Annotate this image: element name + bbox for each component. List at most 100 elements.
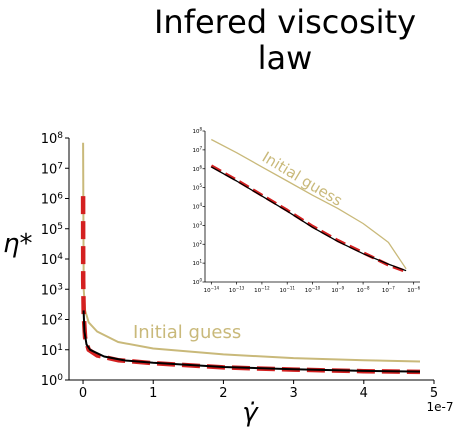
inset-x-tick-label-8: 10−6 [407,286,420,295]
inset-y-tick-label-6: 106 [192,164,202,173]
inset-y-tick-label-2: 102 [192,240,202,249]
main-y-tick-label-6-exponent: 6 [57,192,63,202]
inset-y-tick-label-6-exponent: 6 [199,164,202,169]
main-y-tick-label-4-exponent: 4 [57,252,63,262]
main-series [80,142,421,375]
inset-y-tick-label-1: 101 [192,259,202,268]
inset-x-tick-label-8-exponent: −6 [414,286,420,291]
main-x-tick-label-2: 2 [219,386,227,401]
main-y-tick-label-7-exponent: 7 [57,161,63,171]
main-y-tick-label-0-exponent: 0 [57,373,63,383]
main-y-tick-label-5-exponent: 5 [57,222,63,232]
main-x-tick-label-4: 4 [360,386,368,401]
inset-y-tick-label-3-exponent: 3 [199,221,202,226]
main-x-tick-label-1: 1 [149,386,157,401]
main-y-tick-label-5: 105 [41,222,63,238]
inset-y-tick-label-8-base: 10 [192,129,199,135]
inset-y-tick-label-2-exponent: 2 [199,240,202,245]
inset-y-tick-label-1-base: 10 [192,261,199,267]
main-y-tick-label-3: 103 [41,282,63,298]
inset-y-tick-label-0-exponent: 0 [199,278,202,283]
inset-y-tick-label-3: 103 [192,221,202,230]
inset-y-tick-label-2-base: 10 [192,242,199,248]
inset-x-tick-label-1: 10−13 [229,286,245,295]
inset-x-tick-label-7: 10−7 [382,286,395,295]
inset-y-tick-label-5: 105 [192,183,202,192]
inset-x-tick-label-7-exponent: −7 [389,286,395,291]
main-y-tick-label-5-base: 10 [41,223,58,238]
inset-x-tick-label-3: 10−11 [279,286,295,295]
inset-x-tick-label-4-exponent: −10 [312,286,321,291]
inset-y-tick-label-8-exponent: 8 [199,127,202,132]
inset-y-tick-label-5-exponent: 5 [199,183,202,188]
main-y-tick-label-2-base: 10 [41,314,58,329]
main-y-tick-label-2-exponent: 2 [57,313,63,323]
main-y-tick-label-8-exponent: 8 [57,131,63,141]
main-y-tick-label-1: 101 [41,343,63,359]
main-y-tick-label-7-base: 10 [41,162,58,177]
main-x-tick-label-5: 5 [430,386,438,401]
main-y-tick-label-6: 106 [41,192,64,208]
inset-x-tick-label-4: 10−10 [305,286,321,295]
main-y-tick-label-3-base: 10 [41,283,58,298]
inset-x-tick-label-0-exponent: −14 [211,286,220,291]
inset-y-tick-label-5-base: 10 [192,186,199,192]
inset-y-tick-label-4: 104 [192,202,202,211]
inset-x-tick-label-6-base: 10 [357,288,364,294]
inset-y-tick-label-0: 100 [192,278,202,287]
inset-series [210,138,407,274]
inset-x-tick-label-2-exponent: −12 [261,286,270,291]
inset-x-tick-label-3-base: 10 [279,288,286,294]
x-axis-label: γ̇ [242,398,259,428]
inset-y-tick-label-4-base: 10 [192,205,199,211]
inset-background [200,130,425,282]
main-y-tick-label-6-base: 10 [41,193,58,208]
inset-y-tick-label-7: 107 [192,145,202,154]
x-axis-offset-label: 1e-7 [427,400,454,414]
main-x-tick-label-0: 0 [79,386,87,401]
inset-y-tick-label-4-exponent: 4 [199,202,202,207]
inset-series-line-0 [210,138,407,270]
inset-x-tick-label-0: 10−14 [204,286,220,295]
chart-title: Infered viscosity law [153,3,416,77]
inset-y-tick-label-8: 108 [192,127,202,136]
inset-x-tick-label-6: 10−8 [357,286,370,295]
inset-x-tick-label-5: 10−9 [331,286,344,295]
inset-x-tick-label-2-base: 10 [254,288,261,294]
inset-y-tick-label-0-base: 10 [192,280,199,286]
inset-x-tick-label-1-base: 10 [229,288,236,294]
inset-x-tick-label-1-exponent: −13 [236,286,245,291]
main-y-tick-label-0: 100 [41,373,64,389]
inset-y-tick-label-7-exponent: 7 [199,145,202,150]
inset-x-tick-label-3-exponent: −11 [286,286,295,291]
main-y-tick-label-4-base: 10 [41,253,58,268]
inset-x-tick-label-4-base: 10 [305,288,312,294]
inset-x-tick-label-6-exponent: −8 [364,286,370,291]
inset-y-tick-label-3-base: 10 [192,223,199,229]
initial-guess-annotation: Initial guess [133,322,241,343]
inset-y-tick-label-6-base: 10 [192,167,199,173]
main-y-tick-label-3-exponent: 3 [57,282,63,292]
main-y-tick-label-7: 107 [41,161,63,177]
inset-x-tick-label-5-exponent: −9 [338,286,344,291]
main-series-line-2 [82,310,421,373]
inset-y-tick-label-1-exponent: 1 [199,259,202,264]
main-y-tick-label-2: 102 [41,313,63,329]
inset-series-line-2 [210,166,407,272]
main-x-tick-label-3: 3 [289,386,297,401]
inset-x-tick-label-8-base: 10 [407,288,414,294]
inset-panel: 10−14 10−13 10−12 10−11 10−10 10−9 10−8 10−7 10−… [192,127,425,295]
inset-y-tick-label-7-base: 10 [192,148,199,154]
main-y-tick-label-8: 108 [41,131,64,147]
main-y-tick-label-8-base: 10 [41,132,58,147]
inset-x-tick-label-7-base: 10 [382,288,389,294]
y-axis-label: η* [3,229,32,259]
inset-x-tick-label-0-base: 10 [204,288,211,294]
inset-x-tick-label-5-base: 10 [331,288,338,294]
main-y-tick-label-0-base: 10 [41,374,58,389]
main-y-tick-label-1-base: 10 [41,344,58,359]
main-y-tick-label-1-exponent: 1 [57,343,63,353]
main-y-tick-label-4: 104 [41,252,64,268]
